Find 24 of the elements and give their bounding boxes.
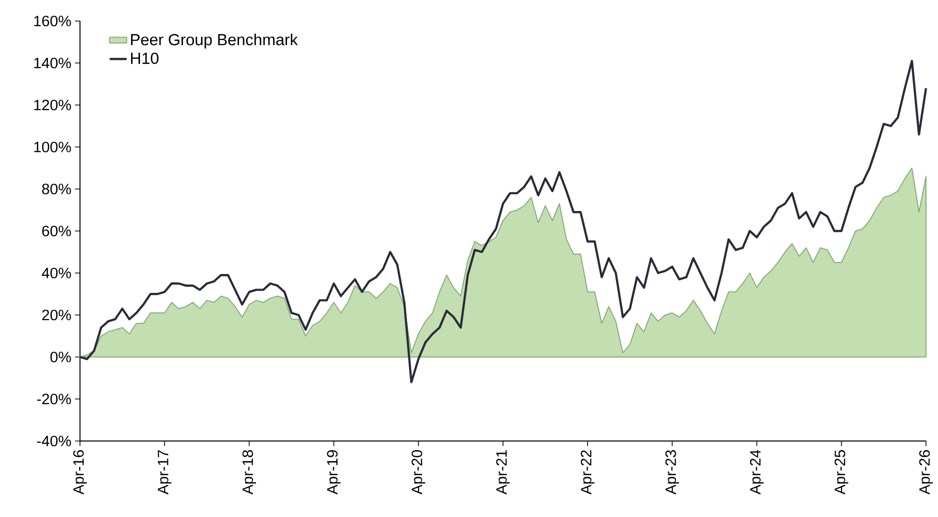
x-tick-label: Apr-26: [919, 450, 933, 495]
x-tick-label: Apr-22: [580, 450, 594, 495]
x-tick-label: Apr-21: [496, 450, 510, 495]
x-tick-label: Apr-25: [834, 450, 848, 495]
y-tick-label: 100%: [34, 142, 71, 152]
y-tick-label: -20%: [37, 394, 71, 404]
y-tick-label: 20%: [42, 310, 71, 320]
y-tick-label: 40%: [42, 268, 71, 278]
y-tick-label: 160%: [34, 16, 71, 26]
y-tick-label: 140%: [34, 58, 71, 68]
y-tick-label: 80%: [42, 184, 71, 194]
x-tick-label: Apr-20: [412, 450, 426, 495]
y-tick-label: -40%: [37, 436, 71, 446]
x-tick-label: Apr-17: [158, 450, 172, 495]
x-tick-label: Apr-18: [242, 450, 256, 495]
x-tick-label: Apr-24: [750, 450, 764, 495]
x-tick-label: Apr-19: [327, 450, 341, 495]
x-tick-label: Apr-16: [73, 450, 87, 495]
legend-label: H10: [131, 52, 158, 64]
legend-label: Peer Group Benchmark: [131, 34, 298, 49]
x-tick-label: Apr-23: [665, 450, 679, 495]
y-tick-label: 120%: [34, 100, 71, 110]
y-tick-label: 0%: [50, 352, 71, 362]
y-tick-label: 60%: [42, 226, 71, 236]
